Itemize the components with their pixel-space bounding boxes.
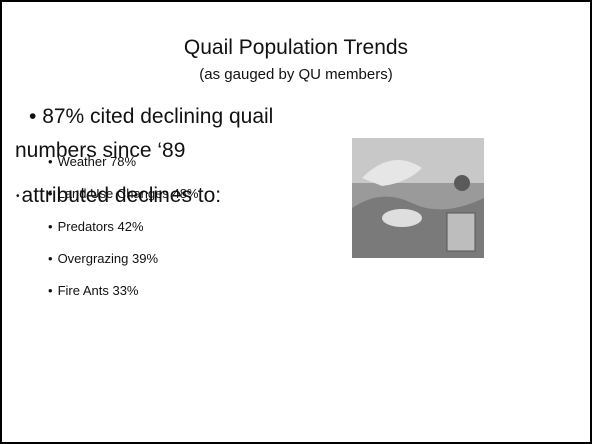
cause-list: Weather 78%Land Use Changes 48%Predators…: [48, 154, 199, 315]
slide-title: Quail Population Trends: [183, 36, 409, 59]
cause-item: Predators 42%: [48, 219, 199, 251]
slide-subtitle: (as gauged by QU members): [199, 66, 393, 83]
cause-item: Weather 78%: [48, 154, 199, 186]
image-bird: [454, 175, 470, 191]
magazine-cover-image: [352, 138, 484, 258]
image-logo: [362, 160, 422, 186]
cause-item: Overgrazing 39%: [48, 251, 199, 283]
image-inset: [446, 212, 476, 252]
image-dog: [382, 209, 422, 227]
cause-item: Fire Ants 33%: [48, 283, 199, 315]
cause-item: Land Use Changes 48%: [48, 186, 199, 218]
